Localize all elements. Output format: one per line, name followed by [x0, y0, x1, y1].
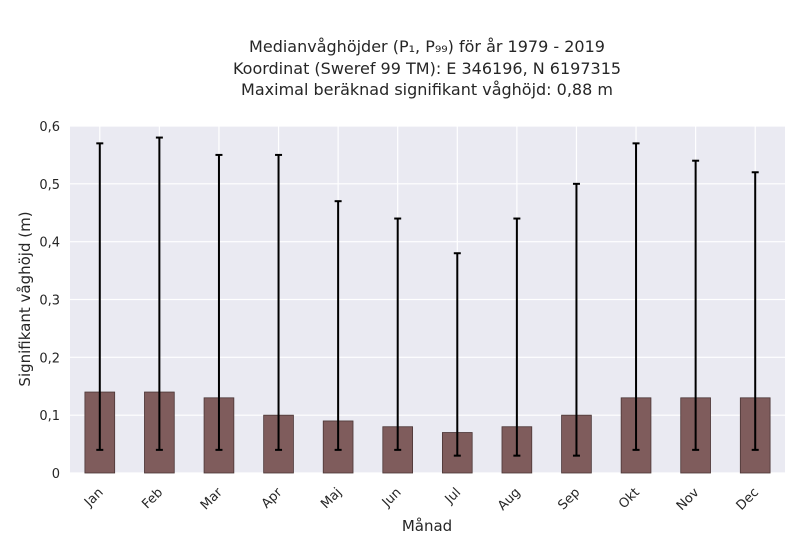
y-tick-label: 0,4 [39, 236, 60, 251]
error-bar [692, 159, 700, 451]
error-bar [155, 136, 163, 451]
y-tick-label: 0,1 [39, 409, 60, 424]
y-tick-labels: 0 0,1 0,2 0,3 0,4 0,5 0,6 [39, 120, 60, 482]
x-tick-label: Apr [259, 485, 286, 512]
x-tick-label: Sep [555, 485, 583, 513]
title-line-2: Koordinat (Sweref 99 TM): E 346196, N 61… [233, 59, 621, 78]
error-bars [96, 136, 759, 457]
x-tick-label: Jul [442, 485, 464, 507]
y-tick-label: 0,2 [39, 351, 60, 366]
error-bar [453, 252, 461, 457]
x-tick-label: Jun [379, 485, 405, 511]
x-tick-labels: Jan Feb Mar Apr Maj Jun Jul Aug Sep Okt Nov Dec [81, 485, 762, 514]
x-tick-label: Dec [734, 485, 762, 513]
x-tick-label: Nov [674, 485, 703, 514]
error-bar [215, 153, 223, 451]
y-axis-label: Signifikant våghöjd (m) [16, 211, 34, 386]
x-tick-label: Feb [139, 485, 166, 512]
x-tick-label: Maj [318, 485, 345, 512]
error-bar [751, 171, 759, 451]
x-tick-label: Aug [495, 485, 524, 514]
x-axis-label: Månad [402, 517, 452, 535]
error-bar [394, 217, 402, 451]
title-line-3: Maximal beräknad signifikant våghöjd: 0,… [241, 80, 613, 99]
y-tick-label: 0,6 [39, 120, 60, 135]
y-tick-label: 0,5 [39, 178, 60, 193]
chart-title: Medianvåghöjder (P₁, P₉₉) för år 1979 - … [233, 37, 621, 99]
title-line-1: Medianvåghöjder (P₁, P₉₉) för år 1979 - … [249, 37, 605, 56]
y-tick-label: 0 [52, 467, 60, 482]
x-tick-label: Mar [198, 485, 226, 513]
x-tick-label: Jan [81, 485, 106, 510]
y-tick-label: 0,3 [39, 294, 60, 309]
error-bar [513, 217, 521, 457]
error-bar [572, 182, 580, 457]
error-bar [96, 142, 104, 451]
error-bar [632, 142, 640, 451]
error-bar [334, 200, 342, 451]
error-bar [275, 153, 283, 451]
x-tick-label: Okt [616, 485, 643, 512]
